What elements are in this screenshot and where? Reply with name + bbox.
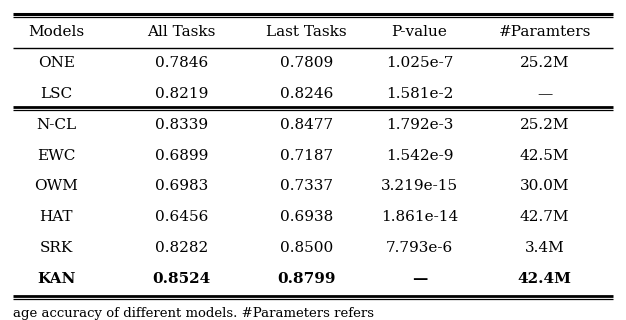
Text: 0.7809: 0.7809 (280, 56, 334, 70)
Text: 0.8799: 0.8799 (277, 272, 336, 286)
Text: 25.2M: 25.2M (520, 56, 570, 70)
Text: Models: Models (28, 25, 85, 39)
Text: 0.8282: 0.8282 (155, 241, 208, 255)
Text: N-CL: N-CL (36, 118, 76, 132)
Text: age accuracy of different models. #Parameters refers: age accuracy of different models. #Param… (13, 307, 374, 320)
Text: 0.8477: 0.8477 (280, 118, 333, 132)
Text: 0.7187: 0.7187 (280, 149, 333, 163)
Text: 0.8500: 0.8500 (280, 241, 334, 255)
Text: 7.793e-6: 7.793e-6 (386, 241, 453, 255)
Text: All Tasks: All Tasks (147, 25, 216, 39)
Text: 0.8246: 0.8246 (280, 87, 334, 101)
Text: 42.7M: 42.7M (520, 210, 570, 224)
Text: 0.8339: 0.8339 (155, 118, 208, 132)
Text: ONE: ONE (38, 56, 75, 70)
Text: 0.8219: 0.8219 (155, 87, 208, 101)
Text: 1.792e-3: 1.792e-3 (386, 118, 453, 132)
Text: 0.6983: 0.6983 (155, 180, 208, 194)
Text: HAT: HAT (39, 210, 73, 224)
Text: SRK: SRK (39, 241, 73, 255)
Text: Last Tasks: Last Tasks (267, 25, 347, 39)
Text: 3.219e-15: 3.219e-15 (381, 180, 458, 194)
Text: P-value: P-value (391, 25, 448, 39)
Text: #Paramters: #Paramters (498, 25, 591, 39)
Text: —: — (537, 87, 552, 101)
Text: 0.6938: 0.6938 (280, 210, 334, 224)
Text: 0.6899: 0.6899 (155, 149, 208, 163)
Text: 30.0M: 30.0M (520, 180, 570, 194)
Text: 1.025e-7: 1.025e-7 (386, 56, 453, 70)
Text: 0.7337: 0.7337 (280, 180, 333, 194)
Text: EWC: EWC (37, 149, 76, 163)
Text: —: — (412, 272, 427, 286)
Text: 0.6456: 0.6456 (155, 210, 208, 224)
Text: LSC: LSC (40, 87, 73, 101)
Text: 3.4M: 3.4M (525, 241, 565, 255)
Text: 0.8524: 0.8524 (152, 272, 211, 286)
Text: 42.4M: 42.4M (518, 272, 572, 286)
Text: OWM: OWM (34, 180, 78, 194)
Text: KAN: KAN (37, 272, 76, 286)
Text: 25.2M: 25.2M (520, 118, 570, 132)
Text: 1.861e-14: 1.861e-14 (381, 210, 458, 224)
Text: 0.7846: 0.7846 (155, 56, 208, 70)
Text: 1.542e-9: 1.542e-9 (386, 149, 453, 163)
Text: 42.5M: 42.5M (520, 149, 570, 163)
Text: 1.581e-2: 1.581e-2 (386, 87, 453, 101)
